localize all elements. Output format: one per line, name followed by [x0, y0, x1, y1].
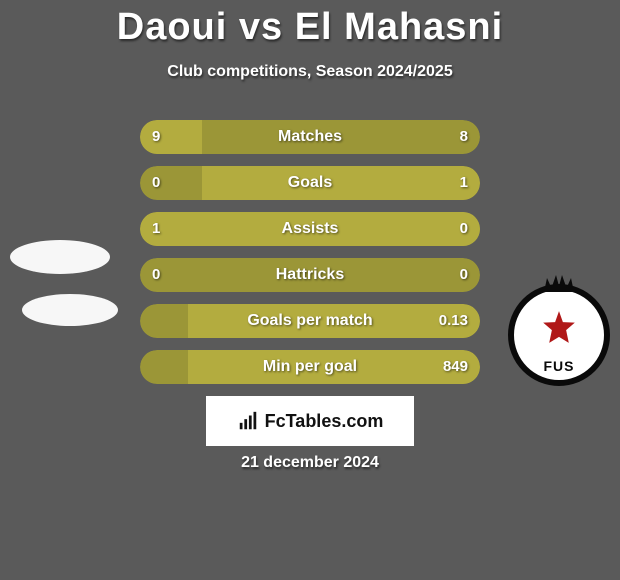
stat-row-hattricks: 0 Hattricks 0	[140, 258, 480, 292]
page-subtitle: Club competitions, Season 2024/2025	[0, 63, 620, 81]
stat-row-matches: 9 Matches 8	[140, 120, 480, 154]
stat-metric: Goals	[140, 166, 480, 200]
logo-shape	[22, 294, 118, 326]
stat-value-right: 0	[460, 258, 468, 292]
stat-row-min-per-goal: Min per goal 849	[140, 350, 480, 384]
stat-row-goals: 0 Goals 1	[140, 166, 480, 200]
stat-value-right: 8	[460, 120, 468, 154]
crown-icon	[544, 272, 574, 292]
stat-row-assists: 1 Assists 0	[140, 212, 480, 246]
star-icon	[540, 308, 578, 346]
stat-metric: Min per goal	[140, 350, 480, 384]
logo-shape	[10, 240, 110, 274]
stat-bars: 9 Matches 8 0 Goals 1 1 Assists 0 0 Hatt…	[140, 120, 480, 396]
stat-value-right: 0	[460, 212, 468, 246]
stat-value-right: 0.13	[439, 304, 468, 338]
brand-badge: FcTables.com	[206, 396, 414, 446]
stat-metric: Hattricks	[140, 258, 480, 292]
chart-icon	[237, 410, 259, 432]
right-club-abbr: FUS	[508, 358, 610, 374]
stat-value-right: 849	[443, 350, 468, 384]
snapshot-date: 21 december 2024	[0, 454, 620, 472]
comparison-infographic: Daoui vs El Mahasni Club competitions, S…	[0, 0, 620, 580]
stat-value-right: 1	[460, 166, 468, 200]
stat-row-goals-per-match: Goals per match 0.13	[140, 304, 480, 338]
brand-text: FcTables.com	[265, 411, 384, 432]
right-club-logo: FUS	[508, 284, 610, 386]
stat-metric: Goals per match	[140, 304, 480, 338]
stat-metric: Assists	[140, 212, 480, 246]
page-title: Daoui vs El Mahasni	[0, 0, 620, 49]
stat-metric: Matches	[140, 120, 480, 154]
